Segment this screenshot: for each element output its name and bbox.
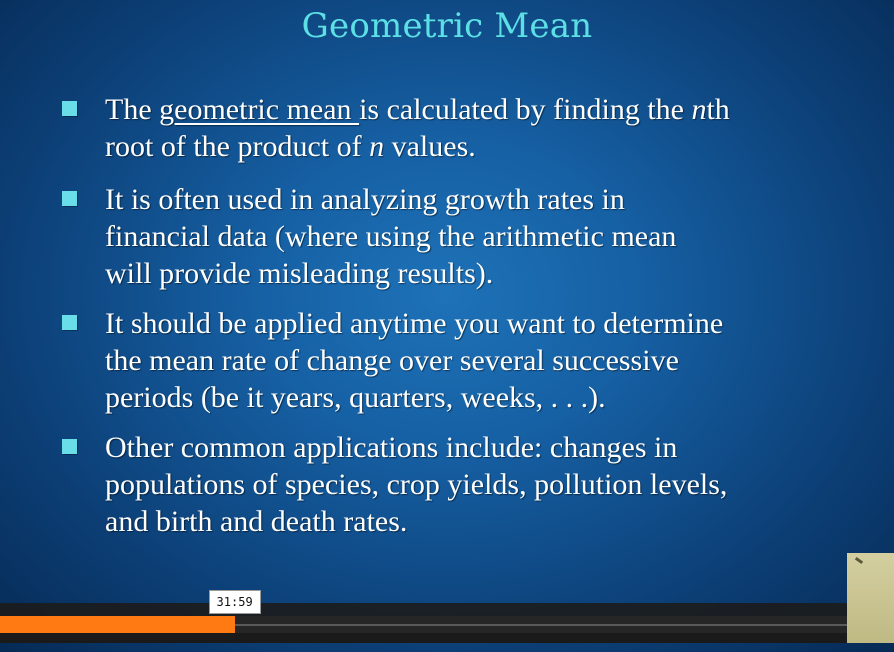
bullet-line: the mean rate of change over several suc…	[105, 344, 679, 377]
bullet-4: Other common applications include: chang…	[62, 429, 865, 540]
bullet-3: It should be applied anytime you want to…	[62, 305, 865, 416]
buffer-indicator	[234, 624, 847, 626]
video-player-controls: 31:59	[0, 590, 847, 643]
slide-title: Geometric Mean	[301, 6, 593, 46]
player-track-bottom	[0, 633, 847, 643]
bullet-line: root of the product of n values.	[105, 130, 476, 163]
bullet-square-icon	[62, 101, 77, 116]
bullet-line: It is often used in analyzing growth rat…	[105, 183, 625, 216]
bullet-line: populations of species, crop yields, pol…	[105, 468, 728, 501]
progress-bar[interactable]	[0, 616, 847, 633]
bullet-line: and birth and death rates.	[105, 505, 408, 538]
bullet-square-icon	[62, 191, 77, 206]
bullet-square-icon	[62, 315, 77, 330]
player-track-top	[0, 603, 847, 616]
time-tooltip: 31:59	[208, 590, 261, 614]
progress-fill[interactable]	[0, 616, 235, 633]
bullet-list: The geometric mean is calculated by find…	[62, 91, 865, 540]
bullet-1: The geometric mean is calculated by find…	[62, 91, 865, 165]
bullet-line: Other common applications include: chang…	[105, 431, 678, 464]
webcam-thumbnail	[847, 553, 894, 643]
geometric-mean-term: geometric mean	[159, 93, 360, 126]
bullet-line: will provide misleading results).	[105, 257, 494, 290]
bullet-2: It is often used in analyzing growth rat…	[62, 181, 865, 292]
bullet-line: financial data (where using the arithmet…	[105, 220, 677, 253]
bullet-line: The geometric mean is calculated by find…	[105, 93, 730, 126]
bullet-line: periods (be it years, quarters, weeks, .…	[105, 381, 606, 414]
bullet-line: It should be applied anytime you want to…	[105, 307, 724, 340]
bullet-square-icon	[62, 439, 77, 454]
thumbnail-mark	[854, 556, 864, 565]
